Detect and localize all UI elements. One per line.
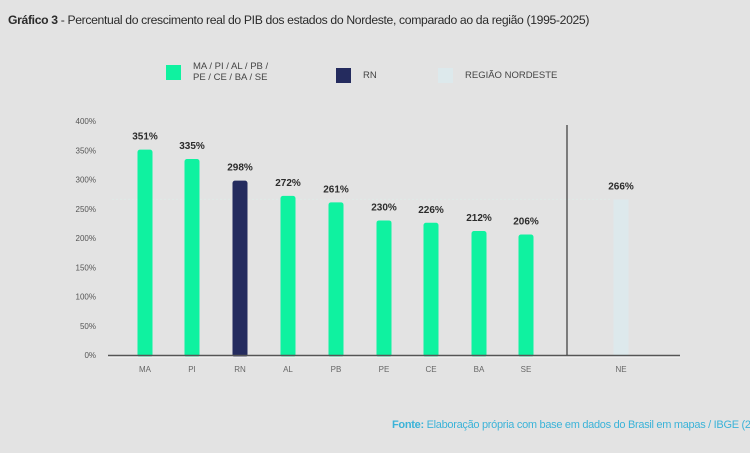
x-tick-label: MA xyxy=(139,365,152,374)
x-tick-label: PI xyxy=(188,365,196,374)
bar-ma xyxy=(137,149,153,357)
data-label-pi: 335% xyxy=(179,141,205,152)
bar-ce xyxy=(423,222,439,357)
legend-swatch-states xyxy=(166,64,181,80)
bar-se xyxy=(518,234,534,357)
data-label-al: 272% xyxy=(275,178,301,189)
data-label-ne: 266% xyxy=(608,181,634,192)
data-label-ba: 212% xyxy=(466,213,492,224)
x-tick-label: SE xyxy=(521,365,532,374)
chart-title-text: - Percentual do crescimento real do PIB … xyxy=(57,13,590,27)
source-label: Fonte: xyxy=(392,419,424,431)
data-label-se: 206% xyxy=(513,216,539,227)
y-tick-label: 300% xyxy=(76,176,96,185)
x-tick-label: BA xyxy=(474,365,485,374)
legend-label-states-line1: MA / PI / AL / PB / xyxy=(193,61,269,72)
legend-item-rn: RN xyxy=(336,68,377,83)
y-tick-label: 350% xyxy=(76,146,96,155)
data-label-pb: 261% xyxy=(323,184,349,195)
y-tick-label: 100% xyxy=(76,293,96,302)
data-label-ma: 351% xyxy=(132,132,158,143)
y-tick-label: 200% xyxy=(76,234,96,243)
bar-al xyxy=(280,195,296,357)
source-note: Fonte: Elaboração própria com base em da… xyxy=(392,419,750,431)
legend-item-region: REGIÃO NORDESTE xyxy=(438,68,557,83)
x-tick-label: RN xyxy=(234,365,246,374)
bar-pi xyxy=(184,159,200,357)
legend-label-rn: RN xyxy=(363,70,377,81)
x-tick-label: AL xyxy=(283,365,293,374)
bar-rn xyxy=(232,180,248,357)
legend-label-states: MA / PI / AL / PB / PE / CE / BA / SE xyxy=(193,61,268,83)
bar-pe xyxy=(376,220,392,357)
source-text: Elaboração própria com base em dados do … xyxy=(423,419,750,431)
y-tick-label: 400% xyxy=(76,117,96,126)
legend-swatch-rn xyxy=(336,68,351,83)
chart-title-number: Gráfico 3 xyxy=(8,13,58,27)
bar-pb xyxy=(328,202,344,357)
legend-item-states: MA / PI / AL / PB / PE / CE / BA / SE xyxy=(166,61,268,83)
chart-title: Gráfico 3 - Percentual do crescimento re… xyxy=(8,13,744,27)
y-tick-label: 150% xyxy=(76,263,96,272)
x-tick-label: NE xyxy=(615,365,626,374)
y-tick-label: 0% xyxy=(84,351,96,360)
bar-ne xyxy=(613,199,629,357)
legend-label-region: REGIÃO NORDESTE xyxy=(465,70,558,81)
data-label-pe: 230% xyxy=(371,202,397,213)
data-label-ce: 226% xyxy=(418,205,444,216)
x-tick-label: CE xyxy=(425,365,436,374)
x-tick-label: PE xyxy=(379,365,390,374)
bar-ba xyxy=(471,230,487,357)
legend-label-states-line2: PE / CE / BA / SE xyxy=(193,72,268,83)
y-tick-label: 250% xyxy=(76,205,96,214)
x-tick-label: PB xyxy=(331,365,342,374)
data-label-rn: 298% xyxy=(227,163,253,174)
y-tick-label: 50% xyxy=(80,322,96,331)
legend-swatch-region xyxy=(438,68,453,83)
